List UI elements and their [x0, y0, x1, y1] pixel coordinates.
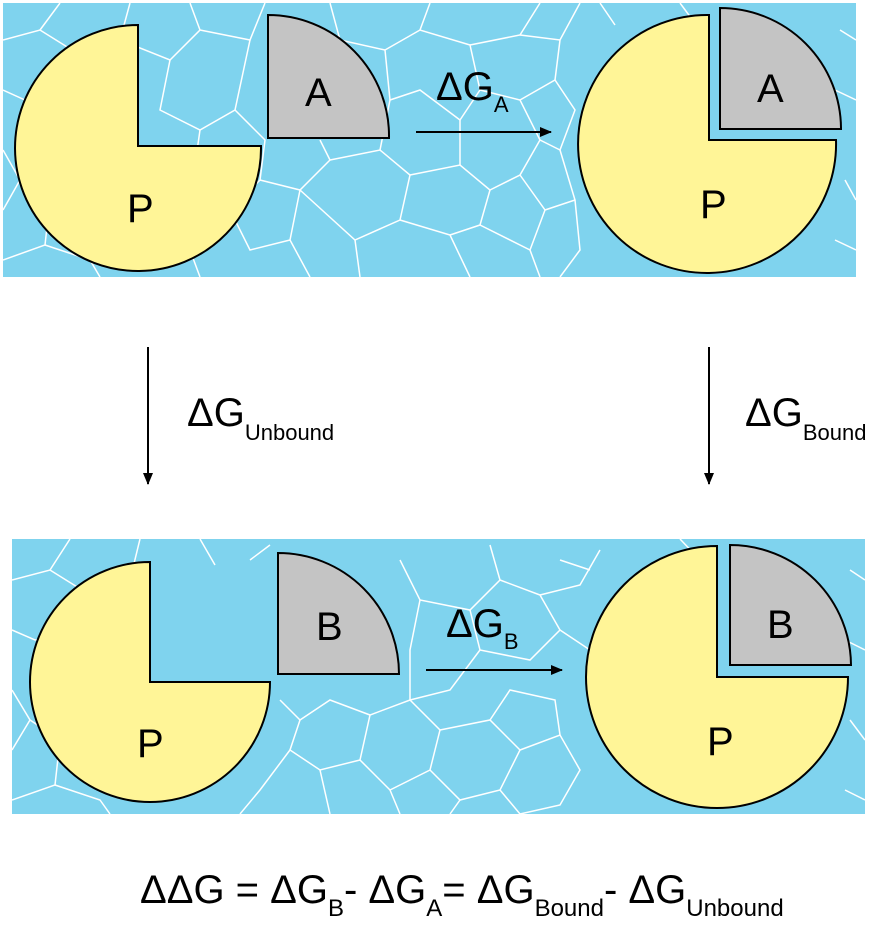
protein-P-unbound-bottom	[29, 560, 272, 803]
bottom-water-network	[12, 539, 865, 814]
protein-P-bound-bottom	[585, 544, 850, 809]
label-dG-bound: ΔGBound	[745, 391, 866, 445]
label-A-top-right: A	[757, 67, 784, 111]
ligand-A-bound	[719, 6, 843, 130]
label-P-bottom-right: P	[707, 720, 734, 764]
label-A-top-left: A	[305, 71, 332, 115]
label-dG-A: ΔGA	[436, 65, 509, 117]
equation-ddG: ΔΔG = ΔGB- ΔGA= ΔGBound- ΔGUnbound	[140, 868, 784, 922]
ligand-B-bound	[729, 543, 853, 666]
ligand-A-unbound	[267, 13, 391, 139]
label-B-bottom-right: B	[767, 603, 794, 647]
label-P-top-left: P	[127, 187, 154, 231]
protein-P-bound-top	[577, 13, 838, 274]
ligand-B-unbound	[277, 551, 401, 675]
label-dG-B: ΔGB	[446, 602, 519, 654]
label-B-bottom-left: B	[316, 605, 343, 649]
label-dG-unbound: ΔGUnbound	[187, 391, 334, 445]
top-solvent-panel: P A P A ΔGA	[3, 3, 856, 277]
label-P-bottom-left: P	[137, 722, 164, 766]
bottom-solvent-panel: P B P B ΔGB	[12, 539, 865, 814]
label-P-top-right: P	[700, 183, 727, 227]
protein-P-unbound-top	[14, 23, 263, 272]
